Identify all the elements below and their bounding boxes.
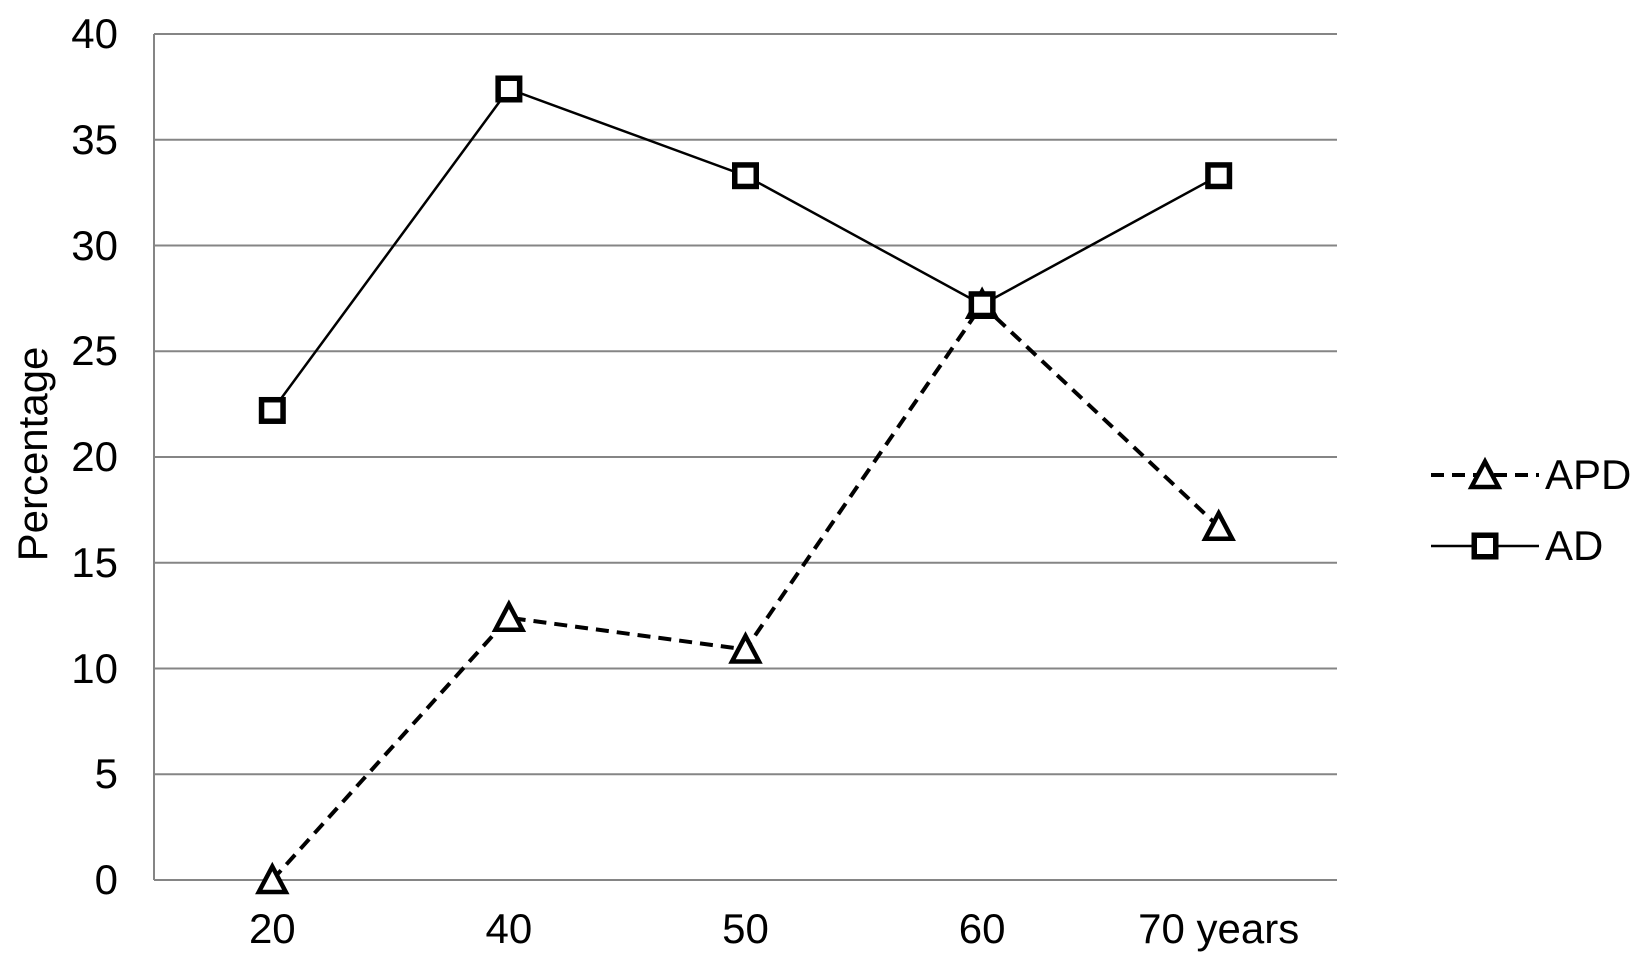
y-tick-label-35: 35 <box>71 115 118 163</box>
x-tick-label-1: 20 <box>248 905 296 952</box>
x-tick-label-3: 50 <box>722 905 769 952</box>
legend-marker-square <box>1471 532 1499 560</box>
series-line-ad <box>271 87 1220 412</box>
legend-item-ad: AD <box>1427 518 1631 574</box>
marker-triangle-apd-4 <box>1201 508 1236 542</box>
y-tick-label-10: 10 <box>71 644 118 692</box>
legend-label-ad: AD <box>1545 522 1604 569</box>
y-tick-label-5: 5 <box>94 750 118 798</box>
y-axis-title: Percentage <box>9 346 56 562</box>
marker-triangle-apd-2 <box>728 631 763 664</box>
x-tick-label-5: 70 years <box>1138 905 1300 952</box>
marker-square-ad-3 <box>968 291 996 319</box>
y-tick-label-0: 0 <box>94 856 118 903</box>
y-tick-label-25: 25 <box>71 327 118 375</box>
marker-triangle-apd-0 <box>255 861 290 895</box>
marker-square-ad-1 <box>495 75 523 103</box>
series-line-apd <box>270 301 1221 882</box>
y-tick-label-30: 30 <box>71 221 118 269</box>
legend-solid-line-square-sample <box>1431 532 1539 560</box>
legend-dashed-line-triangle-sample <box>1431 456 1539 490</box>
y-tick-label-40: 40 <box>71 10 118 57</box>
legend-item-apd: APD <box>1427 447 1631 503</box>
legend-marker-triangle <box>1467 456 1503 490</box>
y-tick-label-15: 15 <box>71 538 118 586</box>
chart-legend: APD AD <box>1427 447 1631 574</box>
marker-square-ad-2 <box>732 162 759 190</box>
marker-triangle-apd-1 <box>491 599 527 632</box>
x-tick-label-2: 40 <box>485 905 533 952</box>
marker-square-ad-0 <box>258 396 286 424</box>
y-tick-label-20: 20 <box>71 433 118 480</box>
marker-square-ad-4 <box>1205 162 1233 190</box>
x-tick-label-4: 60 <box>958 905 1006 952</box>
legend-label-apd: APD <box>1545 451 1632 498</box>
